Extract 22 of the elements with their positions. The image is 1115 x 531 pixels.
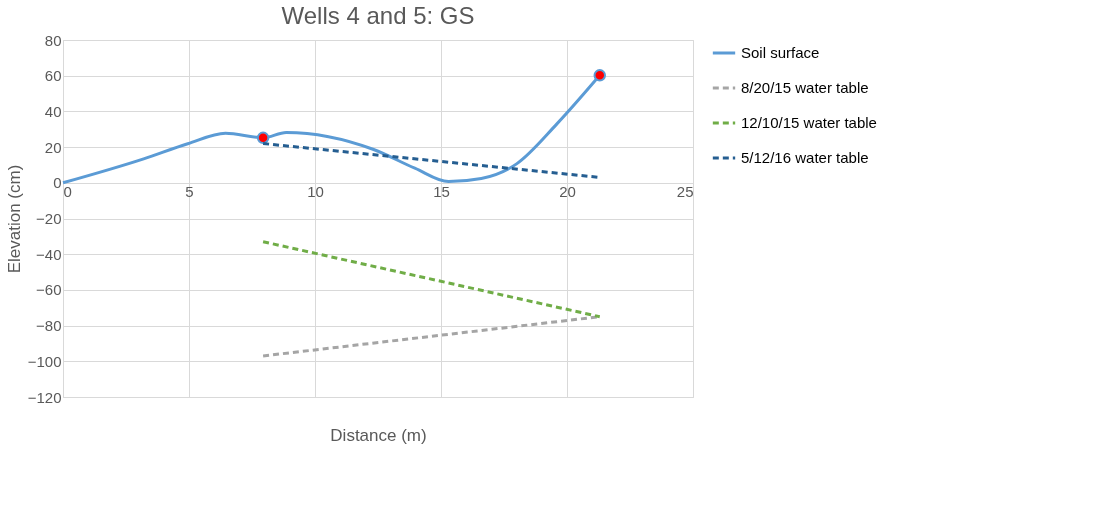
x-axis-title: Distance (m) [330, 425, 427, 445]
y-tick-label: 80 [44, 31, 62, 49]
x-tick-label: 5 [185, 183, 194, 201]
x-tick-label: 10 [307, 183, 324, 201]
chart-title: Wells 4 and 5: GS [281, 2, 475, 29]
y-tick-label: −40 [36, 245, 62, 263]
legend-label: 8/20/15 water table [741, 79, 869, 96]
y-tick-label: −60 [36, 281, 62, 299]
x-tick-label: 15 [433, 183, 450, 201]
y-tick-label: −20 [36, 210, 62, 227]
legend-label: Soil surface [741, 44, 820, 61]
x-tick-label: 20 [559, 183, 576, 201]
legend-label: 5/12/16 water table [741, 149, 869, 166]
y-tick-label: −100 [27, 352, 62, 370]
x-tick-label: 25 [676, 183, 694, 201]
legend-label: 12/10/15 water table [741, 114, 877, 131]
y-tick-label: 40 [44, 102, 62, 120]
y-axis-title: Elevation (cm) [4, 164, 24, 274]
y-tick-label: 20 [44, 138, 62, 156]
y-tick-label: −80 [36, 317, 62, 335]
y-tick-label: 60 [44, 67, 62, 85]
y-tick-label: −120 [27, 388, 62, 406]
